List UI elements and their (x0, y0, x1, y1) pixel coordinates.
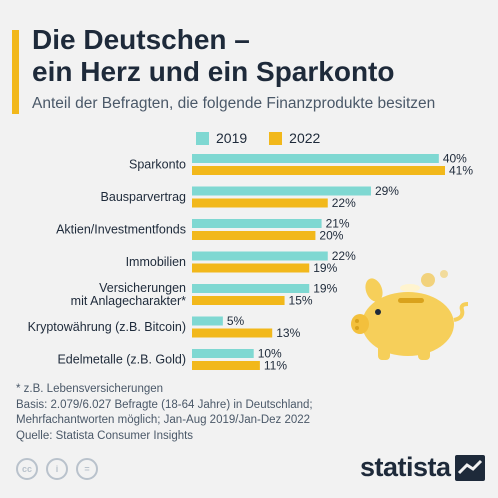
category-label: Versicherungen mit Anlagecharakter* (71, 281, 186, 308)
value-label-2019: 40% (443, 152, 467, 166)
chart-subtitle: Anteil der Befragten, die folgende Finan… (32, 95, 436, 112)
bar-2022 (192, 263, 310, 273)
footnotes: * z.B. Lebensversicherungen Basis: 2.079… (16, 382, 476, 444)
legend-label-2022: 2022 (289, 130, 321, 146)
legend-label-2019: 2019 (216, 130, 248, 146)
statista-mark-icon (454, 454, 485, 481)
bar-2019 (192, 251, 328, 261)
bar-2019 (192, 154, 439, 163)
bar-2022 (192, 296, 285, 305)
value-label-2022: 11% (264, 359, 287, 373)
piggy-bank-icon (351, 270, 469, 360)
value-label-2022: 20% (319, 229, 343, 243)
value-label-2022: 13% (276, 326, 300, 340)
no-derivatives-icon[interactable]: = (76, 458, 98, 480)
bar-2019 (192, 186, 371, 196)
statista-logo[interactable]: statista (360, 452, 485, 483)
title-line-1: Die Deutschen – (32, 24, 250, 55)
legend: 2019 2022 (196, 130, 320, 146)
legend-item-2019: 2019 (196, 130, 247, 146)
bar-2019 (192, 284, 310, 293)
bar-2022 (192, 166, 445, 175)
category-label: Immobilien (126, 255, 186, 269)
bar-2022 (192, 328, 273, 338)
footnote-asterisk: * z.B. Lebensversicherungen (16, 383, 164, 395)
attribution-icon[interactable]: i (46, 458, 68, 480)
value-label-2022: 41% (449, 164, 473, 178)
value-label-2019: 19% (313, 282, 337, 296)
legend-item-2022: 2022 (269, 130, 320, 146)
legend-swatch-2022 (269, 131, 283, 145)
title-accent-bar (12, 30, 19, 114)
bar-2019 (192, 219, 322, 228)
value-label-2019: 21% (326, 217, 350, 231)
category-label: Bausparvertrag (101, 190, 187, 204)
footnote-basis: Basis: 2.079/6.027 Befragte (18-64 Jahre… (16, 398, 313, 411)
cc-icon[interactable]: cc (16, 458, 38, 480)
license-icons: cc i = (16, 458, 98, 480)
value-label-2019: 5% (227, 314, 245, 328)
footnote-multiple: Mehrfachantworten möglich; Jan-Aug 2019/… (16, 414, 311, 426)
bar-2022 (192, 198, 328, 208)
legend-swatch-2019 (196, 131, 209, 145)
chart-title: Die Deutschen – ein Herz und ein Sparkon… (32, 24, 482, 88)
category-label: Kryptowährung (z.B. Bitcoin) (28, 320, 186, 334)
bar-2019 (192, 316, 223, 326)
category-label: Edelmetalle (z.B. Gold) (57, 353, 186, 367)
brand-name: statista (360, 452, 451, 482)
bar-2019 (192, 349, 254, 358)
bar-2022 (192, 231, 316, 240)
value-label-2022: 15% (289, 294, 313, 308)
value-label-2019: 22% (332, 249, 356, 263)
bar-2022 (192, 361, 260, 370)
value-label-2022: 22% (332, 196, 356, 210)
value-label-2019: 29% (375, 184, 399, 198)
category-label: Sparkonto (129, 158, 186, 172)
footnote-source: Quelle: Statista Consumer Insights (16, 429, 194, 442)
category-label: Aktien/Investmentfonds (56, 223, 186, 237)
title-line-2: ein Herz und ein Sparkonto (32, 56, 395, 87)
value-label-2022: 19% (313, 261, 337, 275)
value-label-2019: 10% (258, 347, 282, 361)
